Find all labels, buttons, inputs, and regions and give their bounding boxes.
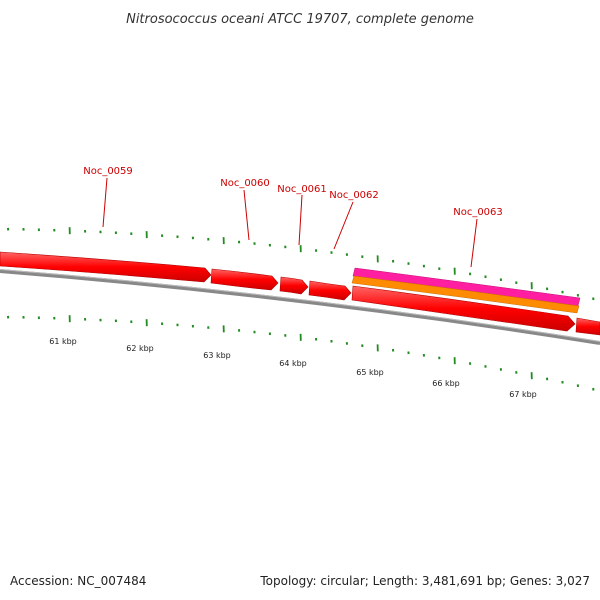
inner-tick-ring [7, 315, 595, 391]
leader-noc-0059 [102, 177, 108, 228]
leader-noc-0061 [298, 194, 303, 246]
topology-text: Topology: circular; Length: 3,481,691 bp… [260, 574, 590, 588]
gene-arrow-noc-0060[interactable] [210, 268, 279, 291]
gene-label-leaders [102, 177, 478, 268]
leader-noc-0063 [470, 218, 478, 268]
kbp-label-65: 65 kbp [356, 368, 384, 377]
kbp-label-62: 62 kbp [126, 344, 154, 353]
kbp-label-61: 61 kbp [49, 337, 77, 346]
accession-text: Accession: NC_007484 [10, 574, 147, 588]
kbp-label-64: 64 kbp [279, 359, 307, 368]
map-title: Nitrosococcus oceani ATCC 19707, complet… [126, 12, 474, 27]
gene-arrow-noc-0063[interactable] [351, 285, 576, 332]
gene-label-noc-0061[interactable]: Noc_0061 [277, 184, 327, 195]
gene-label-noc-0059[interactable]: Noc_0059 [83, 166, 133, 177]
leader-noc-0060 [243, 189, 250, 241]
genome-backbone-highlight [0, 269, 600, 342]
outer-tick-ring [7, 227, 595, 301]
gene-arrow-next[interactable] [575, 317, 600, 336]
gene-arrow-noc-0059[interactable] [0, 251, 212, 283]
gene-arrow-noc-0062[interactable] [308, 280, 352, 301]
kbp-label-63: 63 kbp [203, 351, 231, 360]
gene-label-noc-0060[interactable]: Noc_0060 [220, 178, 270, 189]
gene-arrow-noc-0061[interactable] [279, 276, 309, 295]
leader-noc-0062 [333, 201, 354, 250]
genome-backbone [0, 269, 600, 345]
orange-feature[interactable] [351, 275, 580, 314]
gene-label-noc-0062[interactable]: Noc_0062 [329, 190, 379, 201]
kbp-label-66: 66 kbp [432, 379, 460, 388]
kbp-label-67: 67 kbp [509, 390, 537, 399]
gene-label-noc-0063[interactable]: Noc_0063 [453, 207, 503, 218]
